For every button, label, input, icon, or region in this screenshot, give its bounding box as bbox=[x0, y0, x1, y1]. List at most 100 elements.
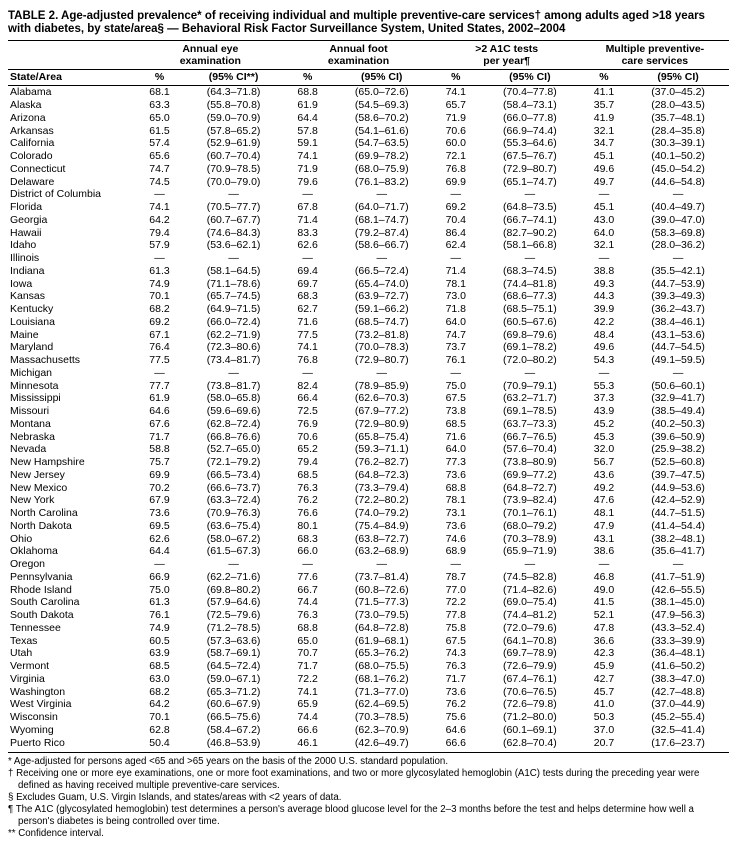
cell-ci: (64.8–72.3) bbox=[331, 469, 433, 482]
cell-ci: (42.4–52.9) bbox=[627, 495, 729, 508]
cell-pct: — bbox=[136, 367, 182, 380]
cell-state: Michigan bbox=[8, 367, 136, 380]
table-row: West Virginia64.2(60.6–67.9)65.9(62.4–69… bbox=[8, 699, 729, 712]
cell-ci: (72.2–80.2) bbox=[331, 495, 433, 508]
cell-pct: 79.6 bbox=[284, 176, 330, 189]
cell-state: Illinois bbox=[8, 253, 136, 266]
cell-pct: 75.8 bbox=[433, 622, 479, 635]
cell-pct: 76.3 bbox=[284, 610, 330, 623]
cell-state: South Carolina bbox=[8, 597, 136, 610]
cell-ci: (36.2–43.7) bbox=[627, 304, 729, 317]
cell-ci: (65.3–76.2) bbox=[331, 648, 433, 661]
cell-ci: (36.4–48.1) bbox=[627, 648, 729, 661]
cell-ci: (33.3–39.9) bbox=[627, 635, 729, 648]
cell-pct: 72.2 bbox=[433, 597, 479, 610]
cell-ci: (38.5–49.4) bbox=[627, 406, 729, 419]
cell-ci: (28.0–36.2) bbox=[627, 240, 729, 253]
cell-pct: 74.1 bbox=[284, 151, 330, 164]
cell-ci: (70.3–78.5) bbox=[331, 712, 433, 725]
cell-pct: 32.1 bbox=[581, 125, 627, 138]
cell-ci: (66.6–73.7) bbox=[183, 482, 285, 495]
cell-pct: 74.4 bbox=[284, 712, 330, 725]
cell-pct: 65.6 bbox=[136, 151, 182, 164]
cell-ci: (71.1–78.6) bbox=[183, 278, 285, 291]
cell-ci: (58.4–67.2) bbox=[183, 724, 285, 737]
cell-pct: 64.6 bbox=[433, 724, 479, 737]
cell-pct: 62.6 bbox=[136, 533, 182, 546]
cell-ci: (62.2–71.9) bbox=[183, 329, 285, 342]
cell-pct: 67.1 bbox=[136, 329, 182, 342]
cell-ci: (60.8–72.6) bbox=[331, 584, 433, 597]
cell-ci: (70.9–78.5) bbox=[183, 163, 285, 176]
cell-ci: (28.0–43.5) bbox=[627, 100, 729, 113]
cell-pct: 82.4 bbox=[284, 380, 330, 393]
cell-pct: 76.4 bbox=[136, 342, 182, 355]
cell-ci: (65.8–75.4) bbox=[331, 431, 433, 444]
cell-ci: (73.4–81.7) bbox=[183, 355, 285, 368]
table-row: Massachusetts77.5(73.4–81.7)76.8(72.9–80… bbox=[8, 355, 729, 368]
cell-pct: 43.1 bbox=[581, 533, 627, 546]
cell-ci: (42.6–55.5) bbox=[627, 584, 729, 597]
cell-ci: (79.2–87.4) bbox=[331, 227, 433, 240]
cell-pct: 71.6 bbox=[284, 316, 330, 329]
cell-ci: (70.1–76.1) bbox=[479, 508, 581, 521]
cell-pct: 76.9 bbox=[284, 418, 330, 431]
cell-pct: 49.3 bbox=[581, 278, 627, 291]
cell-pct: 73.8 bbox=[433, 406, 479, 419]
data-table: Annual eyeexamination Annual footexamina… bbox=[8, 43, 729, 749]
cell-ci: (67.9–77.2) bbox=[331, 406, 433, 419]
cell-pct: 43.9 bbox=[581, 406, 627, 419]
cell-pct: 41.0 bbox=[581, 699, 627, 712]
cell-pct: 49.0 bbox=[581, 584, 627, 597]
cell-ci: — bbox=[627, 367, 729, 380]
table-row: South Carolina61.3(57.9–64.6)74.4(71.5–7… bbox=[8, 597, 729, 610]
cell-ci: (70.0–78.3) bbox=[331, 342, 433, 355]
cell-pct: 71.7 bbox=[433, 673, 479, 686]
cell-ci: (63.3–72.4) bbox=[183, 495, 285, 508]
cell-pct: 73.1 bbox=[433, 508, 479, 521]
footnote-2: † Receiving one or more eye examinations… bbox=[8, 768, 729, 791]
cell-ci: (44.7–53.9) bbox=[627, 278, 729, 291]
cell-ci: (66.0–77.8) bbox=[479, 112, 581, 125]
cell-ci: (66.0–72.4) bbox=[183, 316, 285, 329]
cell-state: Alabama bbox=[8, 87, 136, 100]
cell-pct: 68.8 bbox=[433, 482, 479, 495]
cell-pct: 47.9 bbox=[581, 520, 627, 533]
cell-pct: 71.4 bbox=[433, 265, 479, 278]
cell-pct: 59.1 bbox=[284, 138, 330, 151]
cell-ci: (74.0–79.2) bbox=[331, 508, 433, 521]
cell-ci: (58.4–73.1) bbox=[479, 100, 581, 113]
table-row: Missouri64.6(59.6–69.6)72.5(67.9–77.2)73… bbox=[8, 406, 729, 419]
cell-pct: 54.3 bbox=[581, 355, 627, 368]
table-row: Georgia64.2(60.7–67.7)71.4(68.1–74.7)70.… bbox=[8, 214, 729, 227]
cell-state: Colorado bbox=[8, 151, 136, 164]
cell-pct: 66.9 bbox=[136, 571, 182, 584]
cell-ci: (65.7–74.5) bbox=[183, 291, 285, 304]
table-row: Alabama68.1(64.3–71.8)68.8(65.0–72.6)74.… bbox=[8, 87, 729, 100]
cell-pct: 66.4 bbox=[284, 393, 330, 406]
cell-ci: (78.9–85.9) bbox=[331, 380, 433, 393]
footnote-4: ¶ The A1C (glycosylated hemoglobin) test… bbox=[8, 804, 729, 827]
table-row: Colorado65.6(60.7–70.4)74.1(69.9–78.2)72… bbox=[8, 151, 729, 164]
group-head-multi: Multiple preventive-care services bbox=[581, 43, 729, 68]
cell-ci: (71.3–77.0) bbox=[331, 686, 433, 699]
cell-pct: 39.9 bbox=[581, 304, 627, 317]
cell-ci: (66.7–74.1) bbox=[479, 214, 581, 227]
cell-pct: 68.3 bbox=[284, 291, 330, 304]
cell-pct: 45.9 bbox=[581, 661, 627, 674]
table-row: Ohio62.6(58.0–67.2)68.3(63.8–72.7)74.6(7… bbox=[8, 533, 729, 546]
cell-pct: 67.9 bbox=[136, 495, 182, 508]
cell-ci: — bbox=[479, 189, 581, 202]
cell-ci: (52.5–60.8) bbox=[627, 457, 729, 470]
cell-pct: 73.6 bbox=[433, 686, 479, 699]
cell-pct: 71.7 bbox=[284, 661, 330, 674]
cell-ci: (41.7–51.9) bbox=[627, 571, 729, 584]
cell-pct: — bbox=[433, 367, 479, 380]
cell-pct: 64.4 bbox=[136, 546, 182, 559]
cell-pct: 45.1 bbox=[581, 151, 627, 164]
cell-pct: 74.9 bbox=[136, 278, 182, 291]
top-rule bbox=[8, 40, 729, 41]
cell-pct: 70.6 bbox=[284, 431, 330, 444]
cell-pct: 68.5 bbox=[433, 418, 479, 431]
cell-pct: 79.4 bbox=[284, 457, 330, 470]
